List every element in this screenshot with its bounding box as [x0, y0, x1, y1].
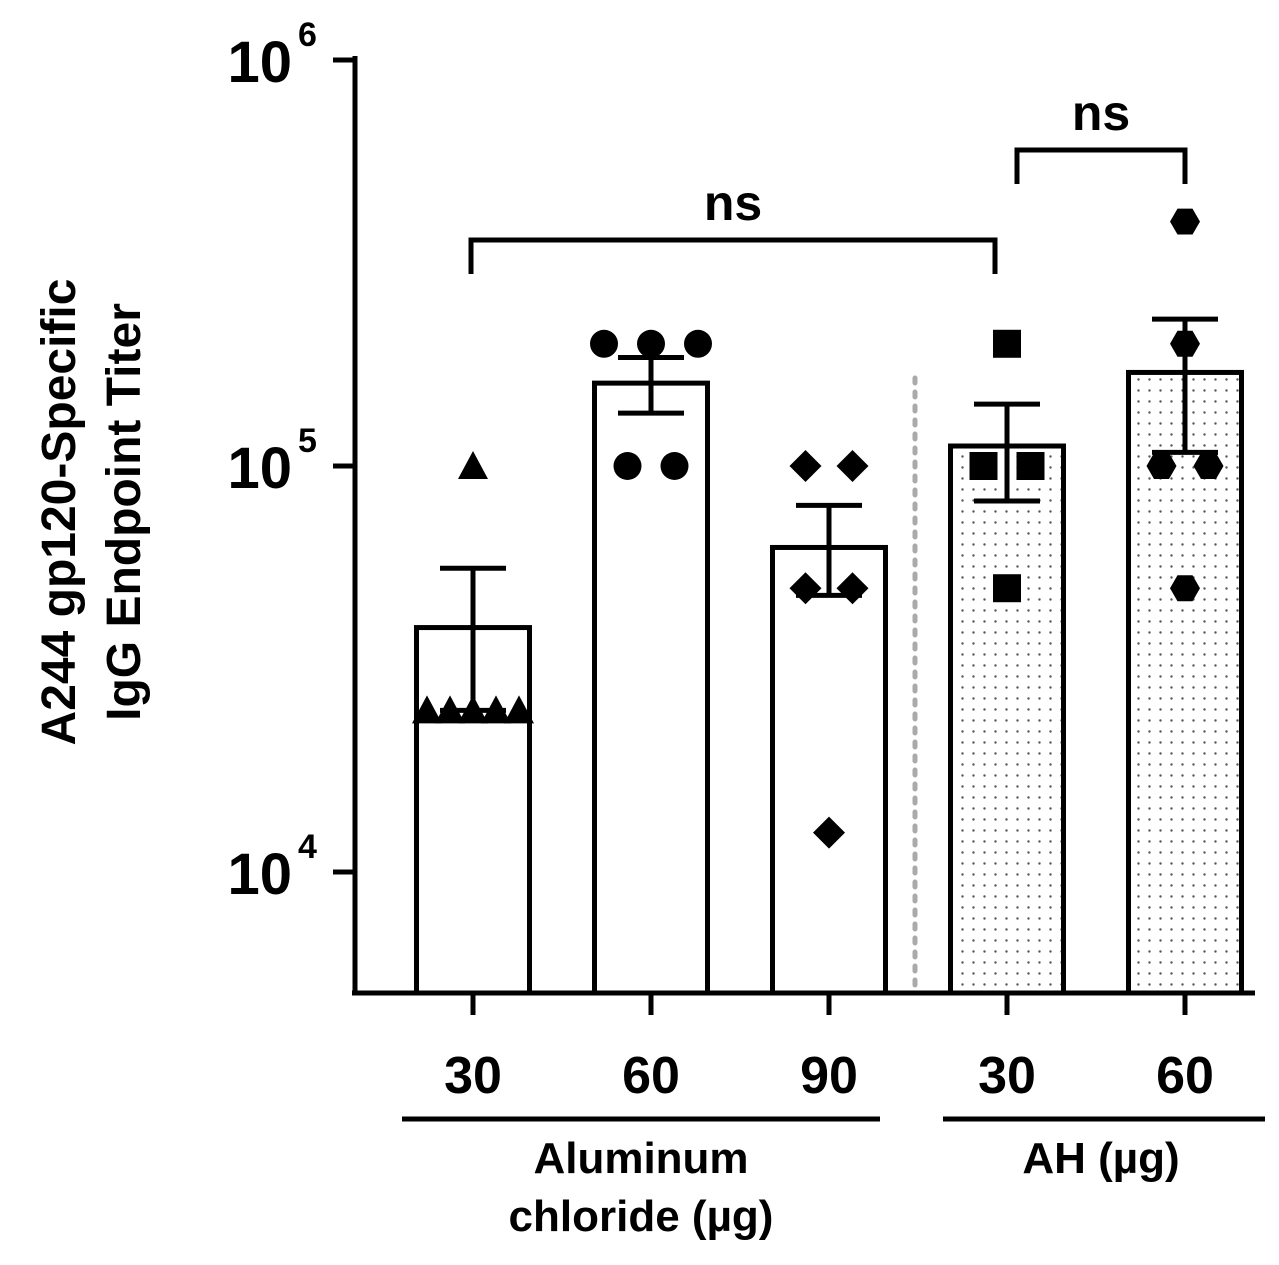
- data-point-4-2: [1193, 453, 1224, 479]
- data-point-3-2: [1016, 452, 1045, 480]
- data-points: [412, 208, 1224, 849]
- data-point-4-0: [1170, 575, 1200, 602]
- bar-2: [770, 544, 888, 996]
- group-label-1-0: AH (µg): [1022, 1134, 1179, 1183]
- x-tick-label-4: 60: [1156, 1047, 1214, 1105]
- data-point-1-2: [590, 329, 618, 358]
- y-tick-exponent-2: 6: [298, 16, 317, 54]
- significance-bracket-0: [468, 237, 998, 274]
- data-point-0-4: [504, 695, 534, 724]
- y-tick-label-2: 10: [227, 30, 292, 95]
- x-tick-label-2: 90: [800, 1047, 858, 1105]
- significance-label-0: ns: [704, 175, 762, 231]
- data-point-2-3: [789, 450, 822, 482]
- y-tick-label-0: 10: [227, 842, 292, 907]
- group-label-0-1: chloride (µg): [509, 1192, 774, 1241]
- bar-3: [948, 443, 1066, 996]
- y-tick-exponent-0: 4: [298, 828, 317, 866]
- data-point-4-4: [1170, 208, 1200, 235]
- data-point-1-4: [684, 329, 712, 358]
- data-point-3-1: [969, 452, 998, 480]
- data-point-1-1: [660, 452, 689, 480]
- y-axis-label-line1: A244 gp120-Specific: [33, 279, 86, 746]
- data-point-4-1: [1146, 453, 1177, 479]
- x-tick-label-3: 30: [978, 1047, 1036, 1105]
- x-ticks: 30 60 90 30 60: [444, 993, 1214, 1105]
- data-point-0-3: [481, 695, 511, 724]
- group-label-0-0: Aluminum: [533, 1134, 748, 1183]
- data-point-3-3: [993, 329, 1021, 358]
- data-point-1-0: [613, 452, 642, 480]
- significance-bracket-1: [1014, 147, 1188, 184]
- significance-label-1: ns: [1072, 85, 1130, 141]
- data-point-4-3: [1170, 330, 1200, 357]
- data-point-0-0: [412, 695, 442, 724]
- y-axis-label-line2: IgG Endpoint Titer: [98, 303, 151, 721]
- data-point-0-5: [458, 451, 488, 479]
- y-tick-label-1: 10: [227, 436, 292, 501]
- data-point-2-4: [836, 450, 869, 482]
- bars: [414, 369, 1244, 996]
- data-point-2-0: [813, 816, 845, 849]
- data-point-1-3: [637, 329, 665, 358]
- group-labels: Aluminum chloride (µg) AH (µg): [402, 1116, 1265, 1241]
- significance-brackets: ns ns: [468, 85, 1188, 274]
- data-point-0-2: [458, 695, 488, 724]
- bar-1: [592, 380, 710, 996]
- data-point-0-1: [435, 695, 465, 724]
- data-point-3-0: [993, 574, 1021, 603]
- data-point-2-1: [789, 572, 822, 605]
- x-tick-label-0: 30: [444, 1047, 502, 1105]
- bar-4: [1126, 369, 1244, 996]
- data-point-2-2: [836, 572, 869, 605]
- x-tick-label-1: 60: [622, 1047, 680, 1105]
- y-tick-exponent-1: 5: [298, 422, 317, 460]
